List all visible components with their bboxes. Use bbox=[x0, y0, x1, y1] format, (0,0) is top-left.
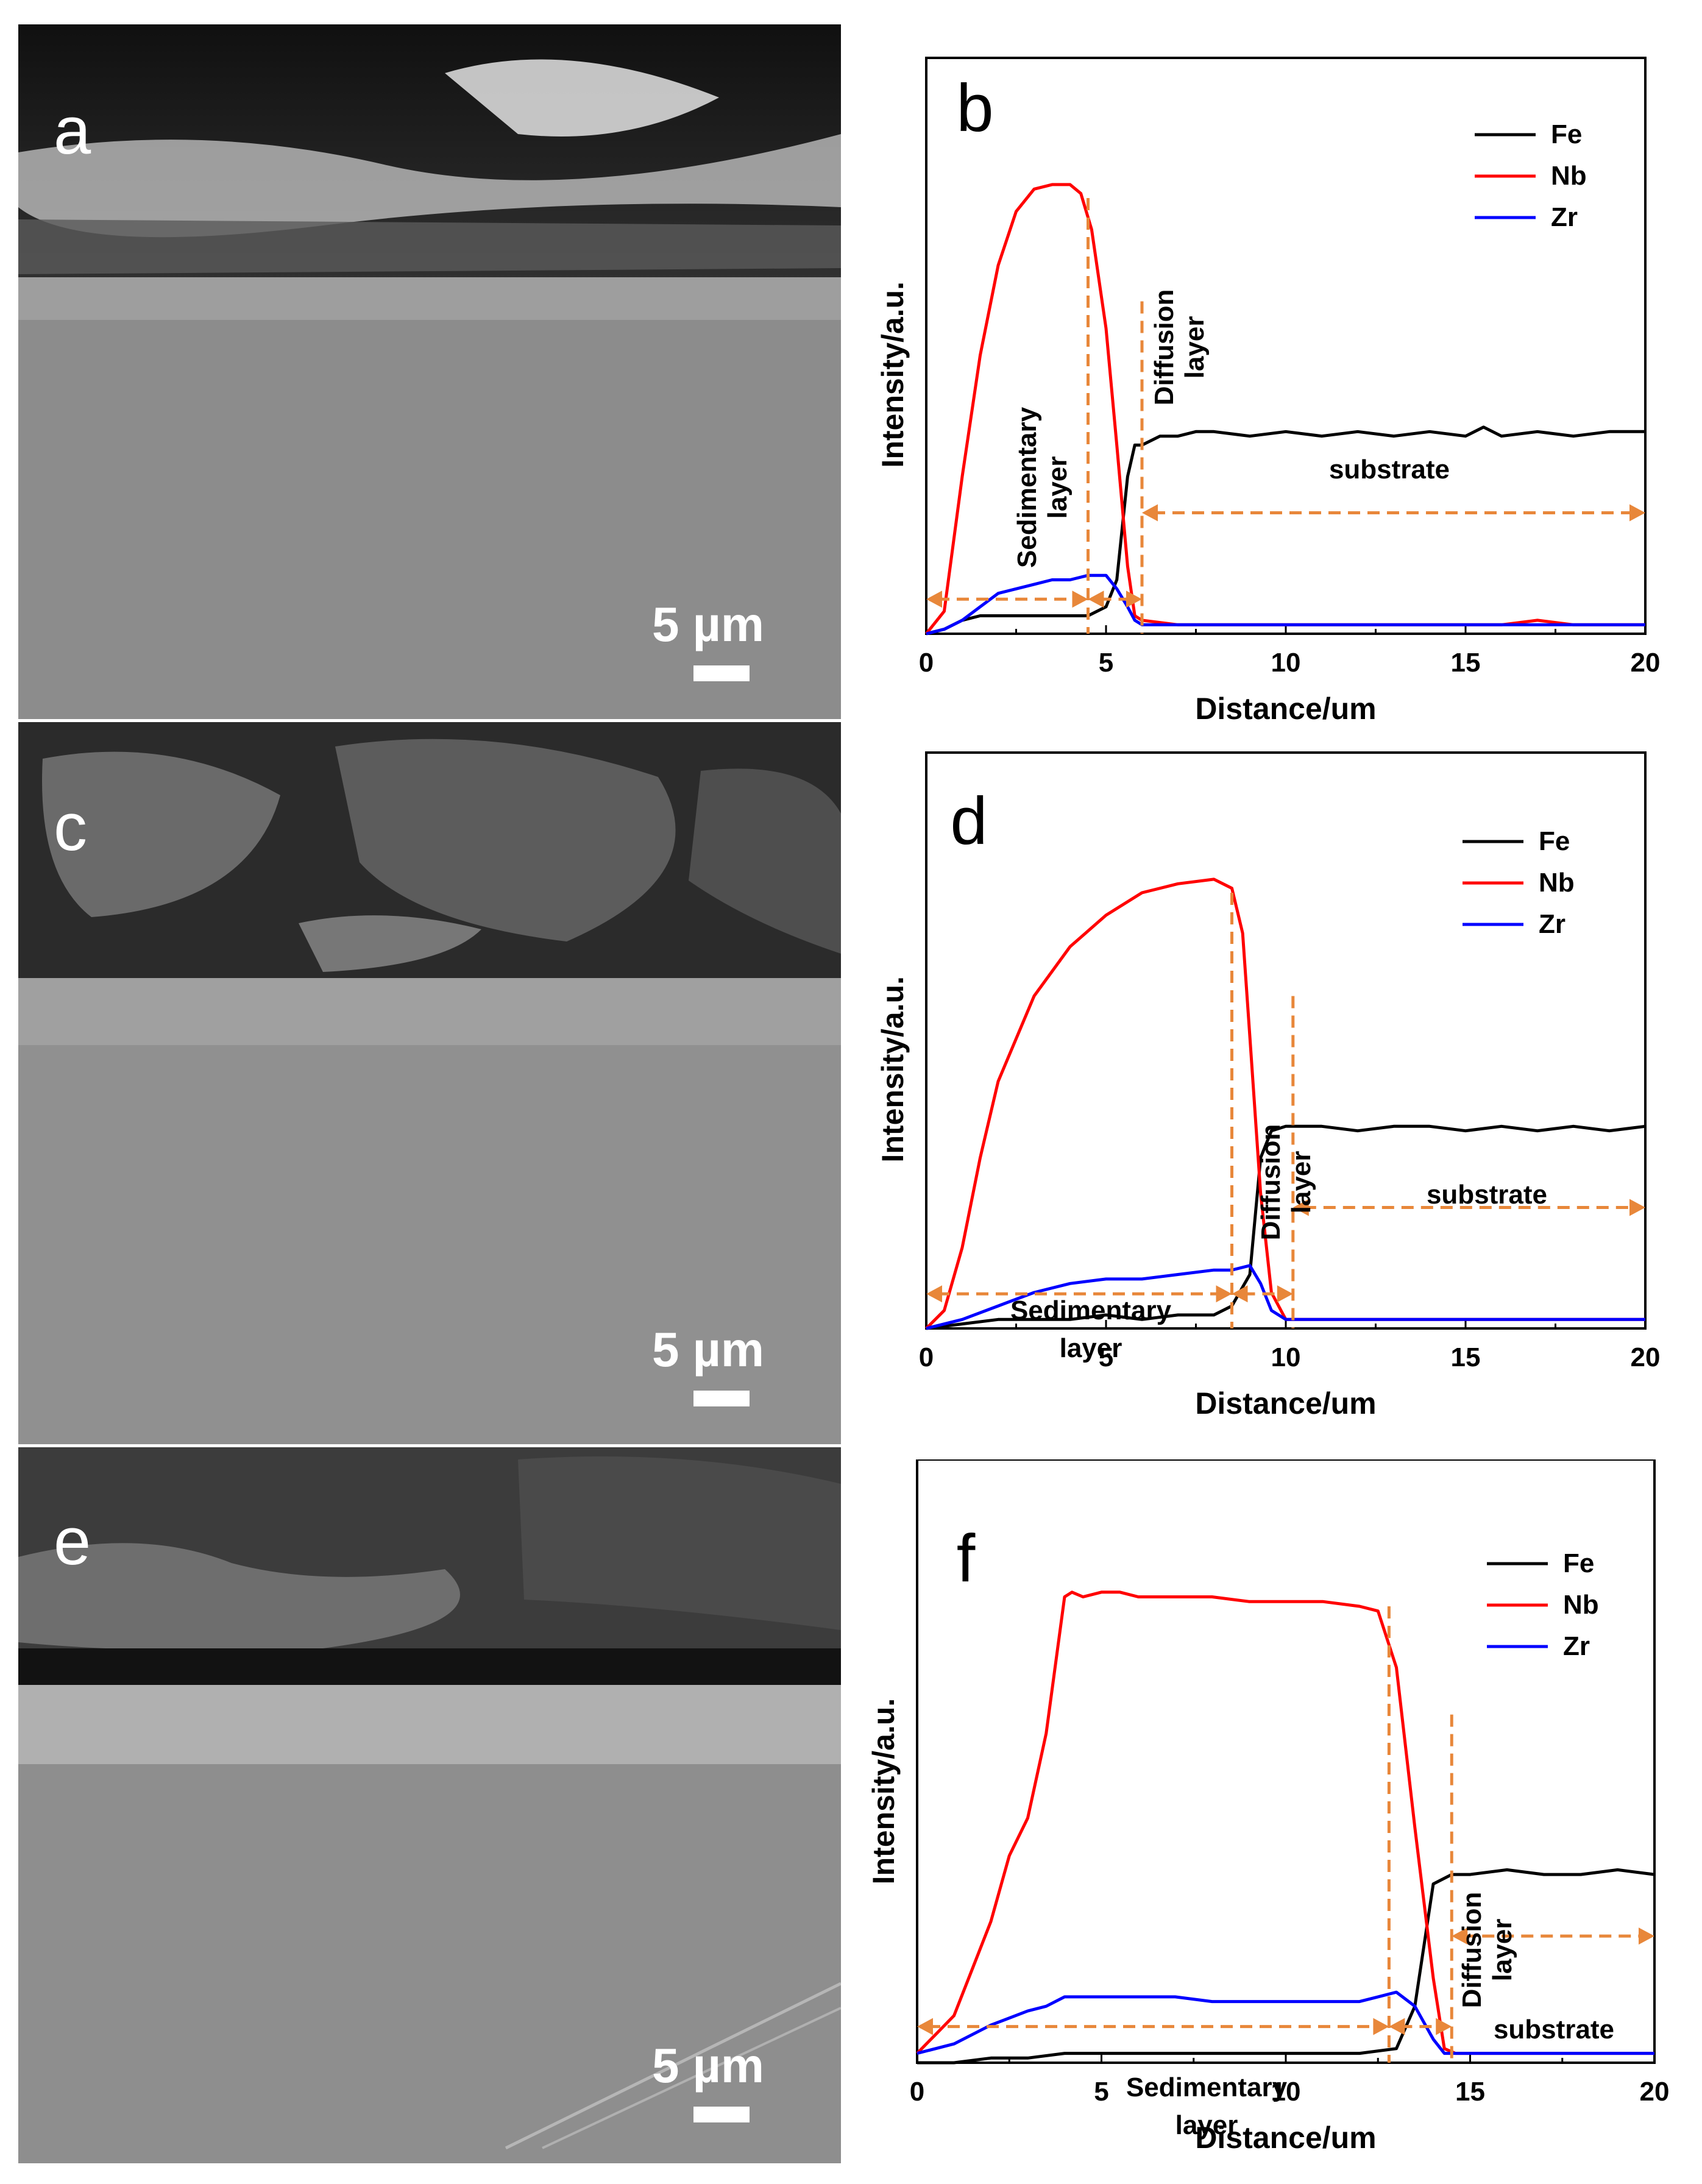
annotation-diffusion: Diffusion bbox=[1457, 1892, 1487, 2008]
scale-bar-label-a: 5 µm bbox=[652, 597, 764, 651]
legend-label-zr: Zr bbox=[1551, 202, 1578, 232]
y-axis-label: Intensity/a.u. bbox=[867, 1698, 901, 1885]
line-scan-chart-f: 0 5 10 15 20 Distance/um Intensity/a.u. Sedimen… bbox=[867, 1459, 1670, 2155]
panel-letter-f: f bbox=[957, 1521, 976, 1596]
legend-label-nb: Nb bbox=[1551, 161, 1587, 191]
annotation-substrate: substrate bbox=[1427, 1180, 1547, 1210]
x-tick-label: 15 bbox=[1455, 2077, 1485, 2107]
legend-label-nb: Nb bbox=[1563, 1590, 1599, 1620]
x-tick-label: 20 bbox=[1631, 1342, 1661, 1372]
x-tick-label: 5 bbox=[1094, 2077, 1108, 2107]
x-tick-label: 15 bbox=[1451, 648, 1481, 678]
sedimentary-layer-arrow-head-right bbox=[1216, 1285, 1232, 1303]
substrate-arrow-head-left bbox=[1142, 504, 1158, 522]
diffusion-layer-arrow-head-left bbox=[1389, 2018, 1405, 2035]
diffusion-layer-arrow-head-left bbox=[1088, 590, 1104, 608]
annotation-sedimentary-group: Sedimentary layer bbox=[1012, 406, 1073, 568]
line-scan-chart-b: 0 5 10 15 20 Distance/um Intensity/a.u. Sedimen… bbox=[876, 57, 1661, 726]
series-line-nb bbox=[916, 1590, 1654, 2055]
panel-letter-c: c bbox=[54, 790, 87, 865]
legend-label-zr: Zr bbox=[1539, 909, 1565, 939]
annotation-sedimentary-line2: layer bbox=[1060, 1333, 1122, 1363]
panel-letter-b: b bbox=[956, 71, 993, 146]
annotation-sedimentary: Sedimentary bbox=[1126, 2072, 1288, 2102]
annotation-sedimentary-line2: layer bbox=[1043, 456, 1073, 519]
sem-image-a: a 5 µm bbox=[18, 24, 841, 719]
series-line-nb bbox=[925, 878, 1645, 1330]
substrate-arrow-head-right bbox=[1639, 1927, 1654, 1945]
scale-bar-c bbox=[693, 1391, 750, 1406]
diffusion-layer-arrow-head-right bbox=[1277, 1285, 1293, 1303]
x-tick-label: 10 bbox=[1271, 648, 1301, 678]
annotation-sedimentary: Sedimentary bbox=[1012, 406, 1042, 568]
x-tick-label: 20 bbox=[1631, 648, 1661, 678]
legend-label-fe: Fe bbox=[1563, 1548, 1594, 1578]
legend-label-nb: Nb bbox=[1539, 868, 1575, 898]
annotation-diffusion-group: Diffusion layer bbox=[1256, 1124, 1316, 1241]
sedimentary-layer-arrow-head-left bbox=[917, 2018, 933, 2035]
plot-frame bbox=[916, 1459, 1656, 2064]
x-tick-label: 5 bbox=[1099, 1342, 1113, 1372]
x-axis-label: Distance/um bbox=[1195, 1386, 1376, 1420]
series-line-zr bbox=[917, 1990, 1654, 2055]
sedimentary-layer-arrow-head-left bbox=[926, 590, 942, 608]
x-tick-label: 0 bbox=[910, 2077, 924, 2107]
series-line-fe bbox=[917, 1868, 1655, 2065]
substrate-arrow-head-right bbox=[1629, 504, 1645, 522]
scale-bar-e bbox=[693, 2107, 750, 2122]
scale-bar-label-c: 5 µm bbox=[652, 1322, 764, 1377]
panel-letter-e: e bbox=[54, 1504, 91, 1579]
x-tick-label: 10 bbox=[1271, 1342, 1301, 1372]
annotation-diffusion-group: Diffusion layer bbox=[1457, 1892, 1517, 2008]
diffusion-layer-arrow-head-left bbox=[1232, 1285, 1248, 1303]
y-axis-label: Intensity/a.u. bbox=[876, 976, 910, 1163]
annotation-diffusion: Diffusion bbox=[1149, 289, 1179, 406]
legend-label-fe: Fe bbox=[1539, 826, 1570, 856]
sedimentary-layer-arrow-head-right bbox=[1373, 2018, 1389, 2035]
annotation-substrate: substrate bbox=[1329, 455, 1450, 484]
substrate-arrow-head-left bbox=[1452, 1927, 1468, 1945]
x-axis-label: Distance/um bbox=[1195, 692, 1376, 726]
sedimentary-layer-arrow-head-right bbox=[1072, 590, 1088, 608]
line-scan-chart-d: 0 5 10 15 20 Distance/um Intensity/a.u. Sedimen… bbox=[876, 751, 1661, 1420]
diffusion-layer-arrow-head-right bbox=[1126, 590, 1142, 608]
sem-image-e: e 5 µm bbox=[18, 1447, 841, 2163]
annotation-diffusion: Diffusion bbox=[1256, 1124, 1286, 1241]
x-tick-label: 15 bbox=[1451, 1342, 1481, 1372]
sem-texture-e bbox=[18, 1447, 841, 2163]
panel-letter-a: a bbox=[54, 93, 91, 168]
plot-frame bbox=[925, 751, 1647, 1330]
diffusion-layer-arrow-head-right bbox=[1436, 2018, 1452, 2035]
y-axis-label: Intensity/a.u. bbox=[876, 282, 910, 468]
legend-label-fe: Fe bbox=[1551, 119, 1582, 149]
series-line-fe bbox=[926, 425, 1645, 636]
series-line-zr bbox=[926, 573, 1645, 636]
x-tick-label: 5 bbox=[1099, 648, 1113, 678]
annotation-diffusion-line2: layer bbox=[1286, 1151, 1316, 1214]
scale-bar-a bbox=[693, 665, 750, 681]
annotation-diffusion-line2: layer bbox=[1487, 1919, 1517, 1982]
annotation-sedimentary: Sedimentary bbox=[1010, 1296, 1172, 1325]
scale-bar-label-e: 5 µm bbox=[652, 2038, 764, 2093]
substrate-arrow-head-right bbox=[1629, 1199, 1645, 1216]
x-tick-label: 20 bbox=[1640, 2077, 1670, 2107]
sem-image-c: c 5 µm bbox=[18, 722, 841, 1444]
sedimentary-layer-arrow-head-left bbox=[926, 1285, 942, 1303]
panel-letter-d: d bbox=[950, 784, 987, 859]
annotation-diffusion-line2: layer bbox=[1180, 316, 1210, 379]
annotation-sedimentary-line2: layer bbox=[1175, 2110, 1238, 2140]
x-tick-label: 0 bbox=[919, 648, 934, 678]
legend-label-zr: Zr bbox=[1563, 1631, 1590, 1661]
sem-texture-a bbox=[18, 24, 841, 719]
x-tick-label: 10 bbox=[1271, 2077, 1301, 2107]
x-tick-label: 0 bbox=[919, 1342, 934, 1372]
substrate-arrow-head-left bbox=[1292, 1199, 1309, 1216]
series-line-fe bbox=[926, 1124, 1646, 1330]
annotation-diffusion-group: Diffusion layer bbox=[1149, 289, 1210, 406]
x-axis-label: Distance/um bbox=[1195, 2121, 1376, 2155]
sem-texture-c bbox=[18, 722, 841, 1444]
annotation-substrate: substrate bbox=[1494, 2015, 1614, 2044]
